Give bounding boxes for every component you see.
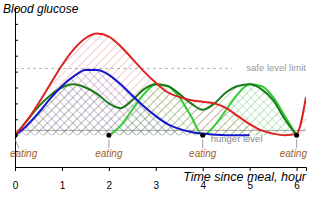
y-tick [15, 167, 18, 168]
y-tick [15, 88, 18, 89]
y-tick-mark [15, 103, 18, 104]
y-tick-mark [15, 40, 18, 41]
x-tick-label: 0 [13, 180, 19, 191]
series-area [15, 33, 306, 135]
x-tick-label: 2 [107, 180, 113, 191]
annotation-label: eating [95, 148, 123, 159]
x-tick-label: 3 [154, 180, 160, 191]
y-tick-mark [15, 56, 18, 57]
chart: safe level limithunger level0123456eatin… [0, 0, 310, 200]
series-line [15, 33, 306, 135]
annotations: eating eating eating eating [10, 139, 307, 159]
plot-area [15, 33, 306, 137]
annotation-label: eating [10, 148, 38, 159]
y-tick [15, 103, 18, 104]
eating-dot [106, 133, 111, 138]
y-axis-line [16, 9, 19, 168]
y-tick-mark [15, 135, 18, 136]
x-tick: 1 [60, 167, 66, 191]
y-tick-mark [15, 167, 18, 168]
annotation-arrow [202, 139, 203, 148]
x-tick: 3 [154, 167, 160, 191]
y-tick [15, 56, 18, 57]
annotation-label: eating [280, 148, 308, 159]
eating-dot [200, 133, 205, 138]
x-tick-mark [109, 167, 110, 171]
y-tick [15, 135, 18, 136]
y-axis [15, 9, 18, 168]
y-tick-mark [15, 119, 18, 120]
annotation-arrow [108, 139, 109, 148]
y-tick [15, 40, 18, 41]
y-tick [15, 72, 18, 73]
y-tick-mark [15, 72, 18, 73]
x-axis-title: Time since meal, hour [183, 170, 307, 184]
y-tick-mark [15, 24, 18, 25]
x-tick-mark [156, 167, 157, 171]
eating-dot [294, 133, 299, 138]
y-axis-title: Blood glucose [3, 2, 79, 16]
annotation-label: eating [189, 148, 217, 159]
y-tick [15, 24, 18, 25]
y-tick-mark [15, 88, 18, 89]
x-axis: 0123456 [13, 167, 307, 191]
x-tick-mark [62, 167, 63, 171]
y-tick [15, 119, 18, 120]
annotation-arrow [296, 139, 297, 148]
x-tick-label: 1 [60, 180, 66, 191]
safe-level-label: safe level limit [246, 62, 306, 73]
annotation-arrow [15, 139, 19, 148]
x-tick: 0 [13, 167, 19, 191]
x-tick: 2 [107, 167, 113, 191]
